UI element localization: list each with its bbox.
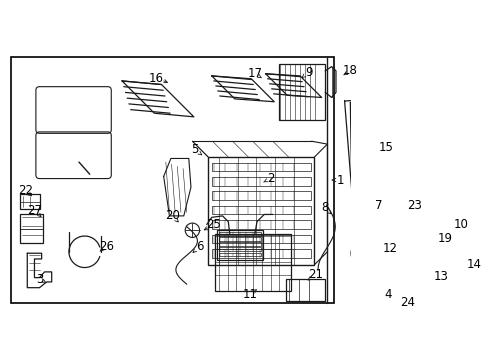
Bar <box>211 249 310 257</box>
Text: 26: 26 <box>99 239 114 253</box>
Text: 27: 27 <box>27 204 42 217</box>
Text: 12: 12 <box>382 242 397 255</box>
Text: 16: 16 <box>149 72 163 85</box>
Text: 8: 8 <box>320 201 327 214</box>
Bar <box>211 206 310 215</box>
Text: 2: 2 <box>266 172 274 185</box>
Text: 24: 24 <box>400 296 414 309</box>
Bar <box>219 247 261 251</box>
Bar <box>20 194 40 209</box>
Text: 18: 18 <box>342 64 357 77</box>
Text: 11: 11 <box>242 288 257 301</box>
Bar <box>383 243 413 283</box>
Bar <box>215 234 290 291</box>
Circle shape <box>185 223 199 238</box>
Text: 9: 9 <box>305 66 312 79</box>
Bar <box>211 177 310 186</box>
Bar <box>216 230 263 260</box>
Bar <box>285 279 325 301</box>
Bar <box>20 215 43 243</box>
Text: 13: 13 <box>432 270 447 283</box>
Text: 1: 1 <box>336 174 344 186</box>
Text: 15: 15 <box>378 141 393 154</box>
Text: 19: 19 <box>437 232 452 246</box>
Text: 20: 20 <box>164 210 180 222</box>
Text: 17: 17 <box>247 67 262 80</box>
Text: 6: 6 <box>195 239 203 253</box>
Bar <box>278 64 325 120</box>
Bar <box>211 220 310 229</box>
Text: 22: 22 <box>18 184 33 197</box>
Bar <box>464 267 484 283</box>
Text: 5: 5 <box>191 143 199 156</box>
Text: 14: 14 <box>466 258 480 271</box>
Bar <box>466 269 483 282</box>
Ellipse shape <box>456 228 472 244</box>
Bar <box>362 210 396 257</box>
Bar <box>219 233 261 236</box>
Bar <box>219 238 261 241</box>
Text: 10: 10 <box>452 218 468 231</box>
Text: 4: 4 <box>383 288 390 301</box>
Circle shape <box>356 247 367 259</box>
Circle shape <box>359 148 363 152</box>
Bar <box>208 157 314 265</box>
Text: 3: 3 <box>36 273 43 285</box>
Text: 7: 7 <box>374 199 381 212</box>
Bar <box>211 192 310 200</box>
Text: 25: 25 <box>206 218 221 231</box>
Bar <box>211 163 310 171</box>
Ellipse shape <box>461 233 468 240</box>
Bar <box>407 246 436 283</box>
Bar <box>219 252 261 256</box>
Bar <box>211 235 310 243</box>
Circle shape <box>350 242 373 265</box>
Text: 21: 21 <box>308 268 323 281</box>
Text: 23: 23 <box>407 199 422 212</box>
Bar <box>219 242 261 246</box>
